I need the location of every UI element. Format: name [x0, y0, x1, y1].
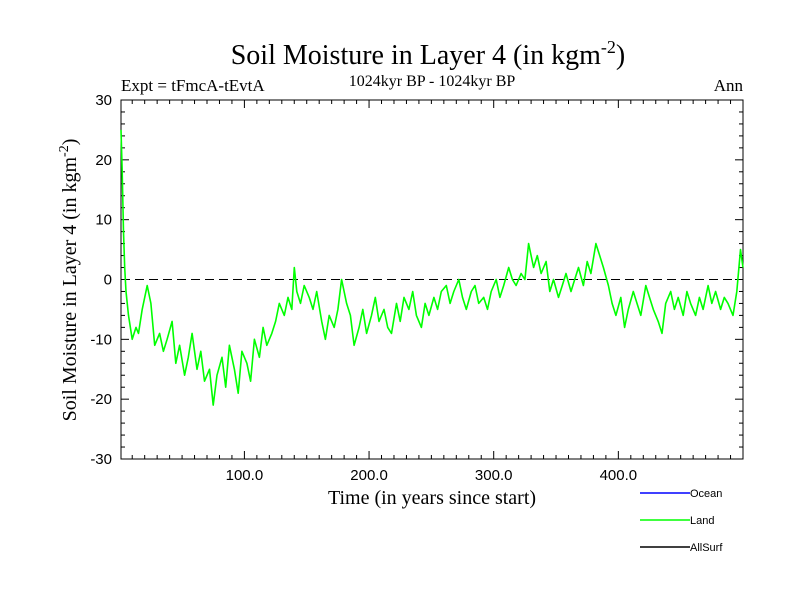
y-tick-label: 10: [95, 212, 112, 229]
time-range-label: 1024kyr BP - 1024kyr BP: [349, 73, 516, 90]
legend-label-land: Land: [690, 515, 714, 527]
y-tick-label: -20: [90, 391, 112, 408]
y-tick-label: -10: [90, 331, 112, 348]
experiment-label: Expt = tFmcA-tEvtA: [121, 76, 265, 95]
y-tick-label: 20: [95, 152, 112, 169]
legend-label-allsurf: AllSurf: [690, 542, 723, 554]
x-tick-label: 100.0: [226, 467, 264, 484]
y-tick-label: 0: [104, 272, 112, 289]
legend-label-ocean: Ocean: [690, 488, 722, 500]
x-tick-label: 400.0: [600, 467, 638, 484]
season-label: Ann: [714, 76, 744, 95]
x-tick-label: 200.0: [350, 467, 388, 484]
y-tick-label: -30: [90, 451, 112, 468]
y-axis: -30 -20 -10 0 10 20 30: [90, 92, 743, 468]
series-line-land: [120, 129, 744, 406]
x-axis-label: Time (in years since start): [328, 487, 536, 509]
y-tick-label: 30: [95, 92, 112, 109]
y-axis-label: Soil Moisture in Layer 4 (in kgm-2): [57, 139, 81, 422]
legend: Ocean Land AllSurf: [640, 488, 723, 554]
series-group: [120, 129, 744, 406]
x-tick-label: 300.0: [475, 467, 513, 484]
chart-title: Soil Moisture in Layer 4 (in kgm-2): [231, 37, 626, 71]
x-axis: 100.0 200.0 300.0 400.0: [131, 100, 744, 484]
